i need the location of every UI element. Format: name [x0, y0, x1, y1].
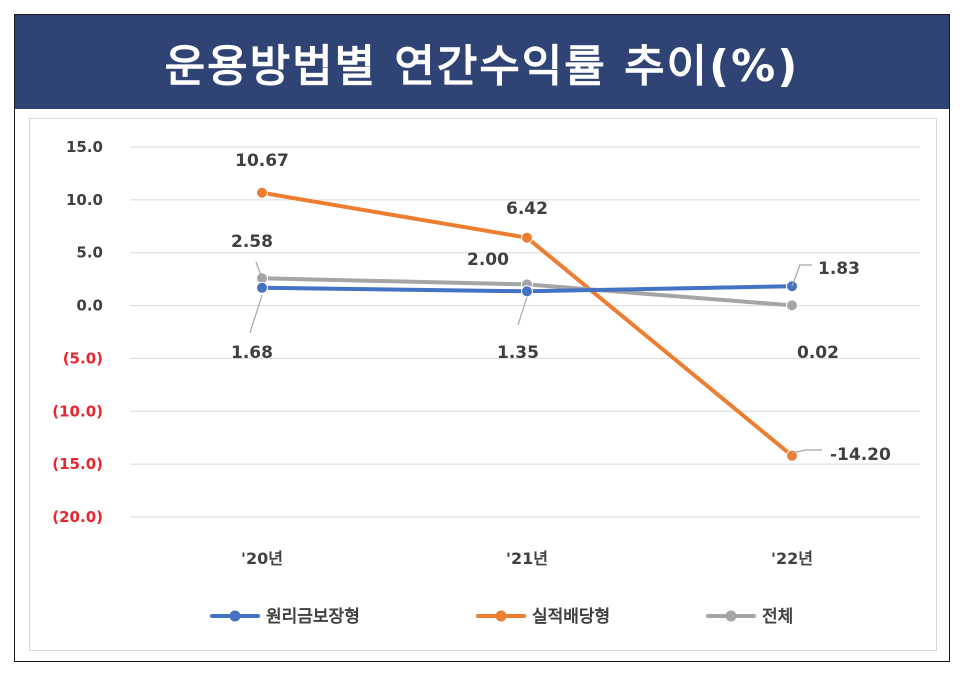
chart-title: 운용방법별 연간수익률 추이(%) — [164, 41, 800, 92]
data-label: 6.42 — [506, 199, 548, 219]
data-label: 1.83 — [818, 259, 860, 279]
legend-label: 원리금보장형 — [266, 606, 360, 627]
data-label: 1.35 — [497, 343, 539, 363]
y-tick-label: (20.0) — [52, 508, 103, 526]
leader-line — [255, 261, 263, 279]
x-tick-label: '21년 — [506, 549, 548, 568]
legend-label: 실적배당형 — [532, 606, 610, 627]
legend-swatch-marker — [495, 610, 507, 622]
y-tick-label: (5.0) — [63, 349, 103, 367]
data-point — [256, 281, 268, 294]
leader-line — [791, 264, 812, 287]
data-label: 2.00 — [467, 250, 509, 270]
y-tick-label: 10.0 — [66, 191, 103, 209]
data-label: 10.67 — [235, 151, 289, 171]
y-tick-label: 5.0 — [76, 244, 103, 262]
data-label: 1.68 — [231, 343, 273, 363]
leader-line — [517, 296, 528, 326]
title-banner: 운용방법별 연간수익률 추이(%) — [15, 15, 949, 109]
y-tick-label: 15.0 — [66, 138, 103, 156]
data-label: 2.58 — [231, 232, 273, 252]
y-tick-label: (10.0) — [52, 402, 103, 420]
legend-swatch-marker — [229, 610, 241, 622]
data-point — [256, 186, 268, 199]
y-tick-label: 0.0 — [76, 297, 103, 315]
data-label: -14.20 — [830, 445, 891, 465]
x-tick-label: '20년 — [241, 549, 283, 568]
data-point — [521, 285, 533, 298]
leader-line — [249, 294, 263, 334]
legend-label: 전체 — [762, 607, 793, 627]
plot-area-border — [29, 118, 937, 651]
data-point — [786, 299, 798, 312]
legend-swatch-marker — [725, 610, 737, 622]
chart-frame: 운용방법별 연간수익률 추이(%) — [14, 14, 950, 662]
data-point — [521, 231, 533, 244]
leader-line — [791, 449, 822, 454]
y-tick-label: (15.0) — [52, 455, 103, 473]
data-point — [786, 280, 798, 293]
x-tick-label: '22년 — [771, 549, 813, 568]
data-label: 0.02 — [797, 343, 839, 363]
